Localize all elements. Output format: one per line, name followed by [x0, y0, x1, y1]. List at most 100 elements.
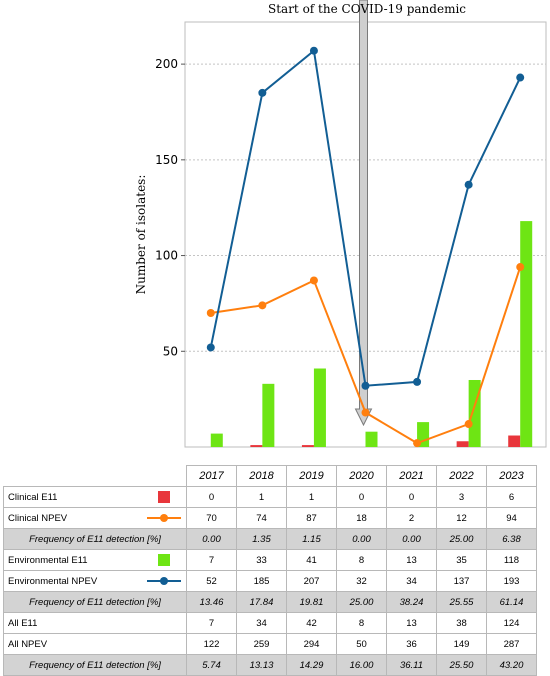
table-cell: 6.38	[486, 528, 537, 550]
table-cell: 87	[286, 507, 337, 529]
table-cell: 25.00	[336, 591, 387, 613]
table-cell: 41	[286, 549, 337, 571]
table-cell: 17.84	[236, 591, 287, 613]
table-cell: 8	[336, 549, 387, 571]
table-cell: 0	[186, 486, 237, 508]
table-row: All E11 7 34 42 8 13 38 124	[3, 612, 537, 634]
table-cell: 13	[386, 549, 437, 571]
table-cell: 1.35	[236, 528, 287, 550]
table-cell: 25.00	[436, 528, 487, 550]
table-cell: 0.00	[186, 528, 237, 550]
table-row: Frequency of E11 detection [%] 0.00 1.35 1.…	[3, 528, 537, 550]
table-cell: 0.00	[386, 528, 437, 550]
table-row: All NPEV 122 259 294 50 36 149 287	[3, 633, 537, 655]
blue-line-marker-icon	[147, 577, 182, 585]
bar-clinical-e11	[456, 441, 469, 447]
point-environmental-npev	[413, 377, 422, 386]
year-header: 2019	[286, 465, 337, 487]
table-row: Environmental NPEV 52 185 207 32 34 137 193	[3, 570, 537, 592]
table-cell: 16.00	[336, 654, 387, 676]
table-cell: 1	[236, 486, 287, 508]
year-header: 2022	[436, 465, 487, 487]
bar-environmental-e11	[365, 431, 378, 447]
row-marker	[142, 549, 187, 571]
orange-line-marker-icon	[147, 514, 182, 522]
y-axis-label: Number of isolates:	[134, 175, 148, 295]
table-cell: 193	[486, 570, 537, 592]
table-cell: 1.15	[286, 528, 337, 550]
table-cell: 25.50	[436, 654, 487, 676]
point-clinical-npev	[361, 408, 370, 417]
table-cell: 42	[286, 612, 337, 634]
row-marker	[142, 570, 187, 592]
bar-environmental-e11	[262, 383, 275, 447]
table-cell: 124	[486, 612, 537, 634]
table-cell: 32	[336, 570, 387, 592]
table-cell: 52	[186, 570, 237, 592]
table-cell: 122	[186, 633, 237, 655]
year-header: 2020	[336, 465, 387, 487]
row-marker	[142, 507, 187, 529]
bar-clinical-e11	[301, 445, 314, 447]
y-tick-label: 200	[155, 57, 178, 71]
year-header: 2018	[236, 465, 287, 487]
table-cell: 19.81	[286, 591, 337, 613]
table-cell: 7	[186, 549, 237, 571]
bar-environmental-e11	[520, 221, 533, 447]
table-cell: 259	[236, 633, 287, 655]
bar-environmental-e11	[210, 433, 223, 447]
table-cell: 118	[486, 549, 537, 571]
green-square-icon	[158, 554, 171, 566]
table-row: Clinical E11 0 1 1 0 0 3 6	[3, 486, 537, 508]
table-header-row: 2017 2018 2019 2020 2021 2022 2023	[4, 465, 537, 487]
table-cell: 3	[436, 486, 487, 508]
table-cell: 13.46	[186, 591, 237, 613]
row-label: Frequency of E11 detection [%]	[3, 654, 187, 676]
table-cell: 34	[236, 612, 287, 634]
table-cell: 7	[186, 612, 237, 634]
red-square-icon	[158, 491, 171, 503]
point-clinical-npev	[413, 439, 422, 448]
table-cell: 0.00	[336, 528, 387, 550]
row-label: Frequency of E11 detection [%]	[3, 528, 187, 550]
table-cell: 287	[486, 633, 537, 655]
row-marker	[142, 612, 187, 634]
row-marker	[142, 633, 187, 655]
table-cell: 207	[286, 570, 337, 592]
data-table: 2017 2018 2019 2020 2021 2022 2023 Clinical E11…	[3, 465, 537, 676]
bar-clinical-e11	[250, 445, 263, 447]
table-corner	[4, 466, 187, 487]
table-cell: 25.55	[436, 591, 487, 613]
bar-clinical-e11	[508, 435, 521, 447]
table-cell: 185	[236, 570, 287, 592]
table-cell: 1	[286, 486, 337, 508]
point-clinical-npev	[464, 420, 473, 429]
table-cell: 2	[386, 507, 437, 529]
point-environmental-npev	[258, 88, 267, 97]
table-cell: 34	[386, 570, 437, 592]
table-cell: 137	[436, 570, 487, 592]
chart: 50 100 150 200 Number of isolates:	[134, 0, 547, 448]
point-environmental-npev	[516, 73, 525, 82]
table-cell: 36	[386, 633, 437, 655]
y-tick-label: 100	[155, 249, 178, 263]
row-label: All E11	[3, 612, 143, 634]
table-cell: 36.11	[386, 654, 437, 676]
point-clinical-npev	[258, 301, 267, 310]
row-label: Clinical E11	[3, 486, 143, 508]
table-cell: 5.74	[186, 654, 237, 676]
table-cell: 6	[486, 486, 537, 508]
year-header: 2023	[486, 465, 537, 487]
table-cell: 74	[236, 507, 287, 529]
table-cell: 149	[436, 633, 487, 655]
table-row: Clinical NPEV 70 74 87 18 2 12 94	[3, 507, 537, 529]
point-clinical-npev	[206, 308, 215, 317]
row-marker	[142, 486, 187, 508]
table-row: Environmental E11 7 33 41 8 13 35 118	[3, 549, 537, 571]
table-cell: 38.24	[386, 591, 437, 613]
year-header: 2017	[186, 465, 237, 487]
row-label: Frequency of E11 detection [%]	[3, 591, 187, 613]
y-tick-label: 150	[155, 153, 178, 167]
table-cell: 50	[336, 633, 387, 655]
table-cell: 8	[336, 612, 387, 634]
